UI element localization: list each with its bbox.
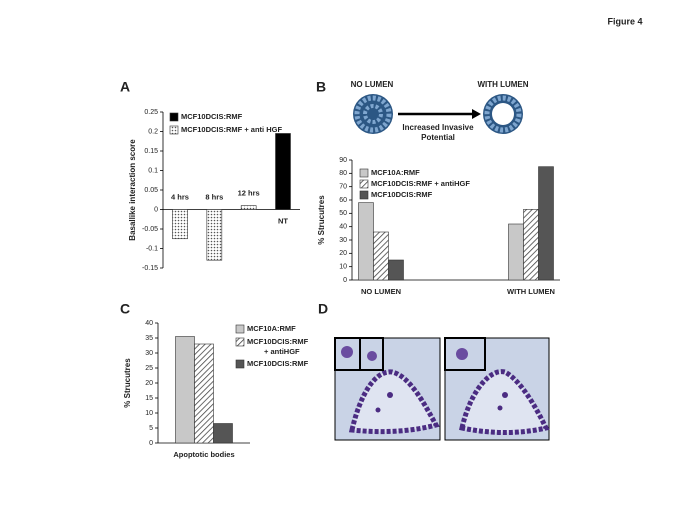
y-tick-label: 30: [339, 237, 347, 244]
y-tick-label: -0.05: [142, 226, 158, 233]
y-tick-label: 0.15: [144, 148, 158, 155]
y-axis-label: % Strucutres: [317, 195, 326, 245]
bar: [206, 209, 223, 261]
legend-swatch: [359, 190, 369, 200]
figure-title: Figure 4: [607, 16, 642, 26]
y-tick-label: 5: [149, 425, 153, 432]
x-tick-label: WITH LUMEN: [507, 287, 555, 296]
spheroid-lumen: [483, 94, 523, 134]
y-tick-label: 60: [339, 197, 347, 204]
y-tick-label: 15: [145, 395, 153, 402]
legend-entry: MCF10A:RMF: [371, 168, 420, 177]
y-tick-label: 25: [145, 365, 153, 372]
y-tick-label: 10: [339, 264, 347, 271]
x-tick-label: 12 hrs: [238, 189, 260, 198]
micrograph: [444, 337, 550, 441]
legend-entry: MCF10DCIS:RMF + antiHGF: [371, 179, 470, 188]
legend-entry: MCF10DCIS:RMF: [247, 359, 309, 368]
bar: [240, 205, 257, 210]
y-tick-label: 80: [339, 170, 347, 177]
y-tick-label: 0.2: [148, 128, 158, 135]
bar: [538, 166, 554, 281]
x-tick-label: NT: [278, 216, 288, 225]
y-tick-label: 35: [145, 335, 153, 342]
x-tick-label: 8 hrs: [205, 192, 223, 201]
panel-label: A: [120, 79, 130, 95]
y-tick-label: -0.1: [146, 245, 158, 252]
y-tick-label: 20: [145, 380, 153, 387]
arrow: [398, 109, 481, 119]
y-tick-label: 0: [149, 440, 153, 447]
y-tick-label: 40: [339, 224, 347, 231]
legend-entry: MCF10DCIS:RMF + antiHGF: [247, 337, 310, 356]
y-tick-label: 0.1: [148, 167, 158, 174]
diagram-label: NO LUMEN: [351, 80, 394, 89]
y-tick-label: 20: [339, 250, 347, 257]
bar: [172, 209, 188, 240]
panel-label: C: [120, 301, 130, 317]
legend-swatch: [235, 337, 245, 347]
bar: [275, 133, 291, 210]
legend-line: MCF10DCIS:RMF: [247, 337, 310, 346]
x-tick-label: Apoptotic bodies: [173, 450, 234, 459]
micrograph: [334, 337, 441, 441]
legend-line: + antiHGF: [264, 347, 300, 356]
legend-swatch: [359, 168, 369, 178]
arrow-label: Potential: [421, 133, 455, 142]
y-axis-label: Basallike interaction score: [128, 139, 137, 241]
x-tick-label: 4 hrs: [171, 192, 189, 201]
y-tick-label: 10: [145, 410, 153, 417]
spheroid-filled: [353, 94, 393, 134]
bar: [194, 343, 214, 444]
legend-swatch: [169, 125, 179, 135]
panel-label: D: [318, 301, 328, 317]
y-tick-label: 70: [339, 184, 347, 191]
y-tick-label: 0: [154, 206, 158, 213]
bar: [508, 223, 524, 281]
bar: [358, 202, 374, 281]
legend-entry: MCF10A:RMF: [247, 324, 296, 333]
bar: [213, 423, 233, 444]
y-tick-label: 0: [343, 277, 347, 284]
y-tick-label: 50: [339, 210, 347, 217]
legend-swatch: [359, 179, 369, 189]
legend-entry: MCF10DCIS:RMF + anti HGF: [181, 125, 282, 134]
legend-swatch: [169, 112, 179, 122]
x-tick-label: NO LUMEN: [361, 287, 401, 296]
panel-label: B: [316, 79, 326, 95]
bar: [388, 259, 404, 281]
y-tick-label: -0.15: [142, 265, 158, 272]
y-tick-label: 90: [339, 157, 347, 164]
y-tick-label: 40: [145, 320, 153, 327]
legend-entry: MCF10DCIS:RMF: [371, 190, 433, 199]
y-tick-label: 0.25: [144, 109, 158, 116]
y-tick-label: 30: [145, 350, 153, 357]
bar: [373, 231, 389, 281]
legend-swatch: [235, 359, 245, 369]
diagram-label: WITH LUMEN: [477, 80, 528, 89]
bar: [523, 209, 539, 281]
y-axis-label: % Strucutres: [123, 358, 132, 408]
legend-swatch: [235, 324, 245, 334]
bar: [175, 336, 195, 444]
arrow-label: Increased Invasive: [402, 123, 474, 132]
legend-entry: MCF10DCIS:RMF: [181, 112, 243, 121]
y-tick-label: 0.05: [144, 187, 158, 194]
